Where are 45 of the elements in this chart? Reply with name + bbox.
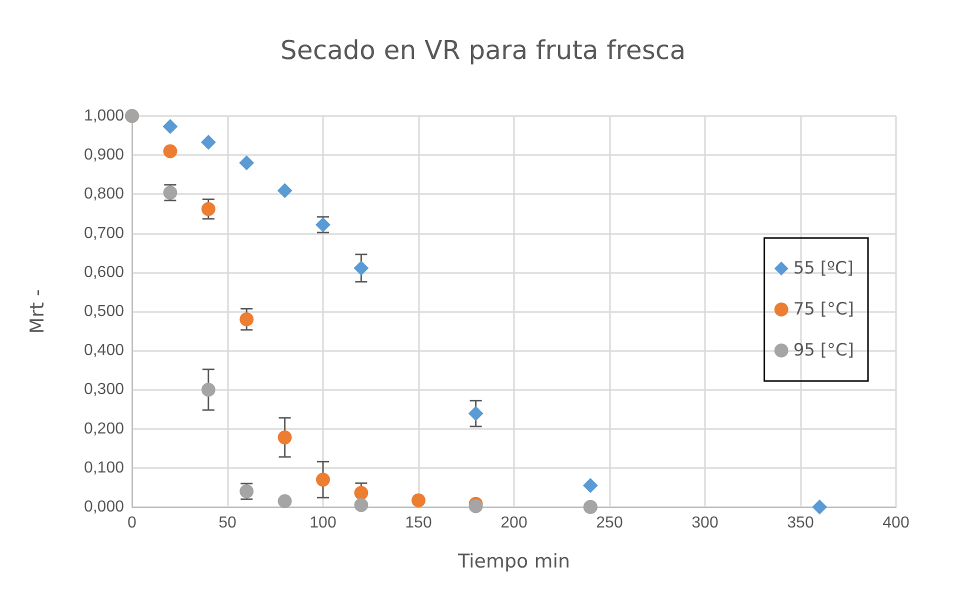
x-tick-label: 400 <box>882 514 910 532</box>
x-tick-label: 0 <box>128 514 137 532</box>
y-tick-label: 0,200 <box>84 420 124 438</box>
point <box>201 202 216 216</box>
x-tick-label: 50 <box>218 514 236 532</box>
point <box>278 494 292 508</box>
chart-title: Secado en VR para fruta fresca <box>280 36 686 66</box>
point <box>201 382 216 397</box>
point <box>468 406 484 422</box>
y-tick-label: 1,000 <box>84 108 124 124</box>
y-tick-label: 0,900 <box>84 146 124 164</box>
point <box>316 472 330 487</box>
x-tick-label: 350 <box>787 514 814 532</box>
point <box>354 498 368 512</box>
point <box>812 500 828 514</box>
point <box>354 486 368 500</box>
point <box>582 478 598 493</box>
point <box>239 155 254 170</box>
point <box>412 493 426 508</box>
point <box>277 183 292 198</box>
x-axis-title: Tiempo min <box>456 550 570 572</box>
y-tick-label: 0,300 <box>84 381 124 398</box>
y-tick-label: 0,000 <box>84 498 124 516</box>
point <box>278 430 292 444</box>
x-tick-label: 250 <box>596 514 623 532</box>
point <box>240 312 254 326</box>
y-tick-label: 0,400 <box>84 342 124 360</box>
x-tick-label: 300 <box>692 514 718 532</box>
legend-label: 55 [ºC] <box>793 258 854 278</box>
x-tick-label: 100 <box>310 514 336 532</box>
y-tick-label: 0,100 <box>84 459 124 476</box>
point <box>163 144 178 158</box>
point <box>468 499 483 514</box>
legend-label: 75 [°C] <box>793 300 854 320</box>
y-tick-label: 0,600 <box>84 264 124 281</box>
legend-label: 95 [°C] <box>793 340 854 360</box>
point <box>354 260 369 276</box>
y-tick-label: 0,500 <box>84 303 124 320</box>
x-tick-label: 150 <box>405 514 432 532</box>
point <box>162 119 178 134</box>
point <box>200 134 216 150</box>
y-axis-title: Mrt - <box>26 289 48 334</box>
y-tick-label: 0,800 <box>84 186 124 203</box>
x-tick-label: 200 <box>500 514 528 532</box>
y-tick-label: 0,700 <box>84 224 124 242</box>
